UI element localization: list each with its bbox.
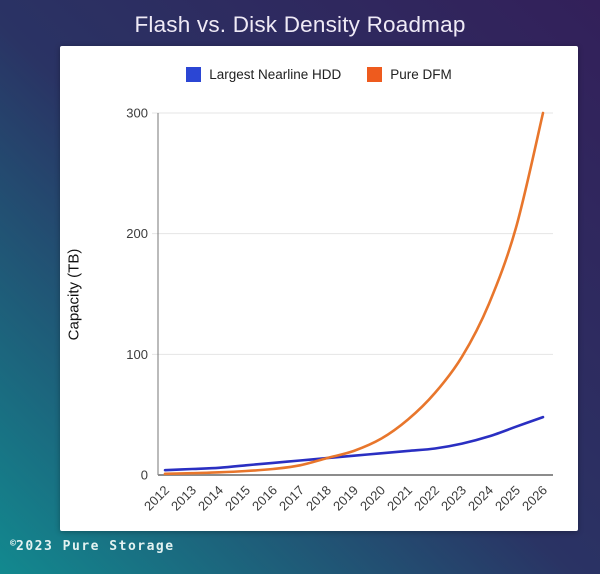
y-tick-label-300: 300 bbox=[126, 106, 148, 121]
x-tick-label-2016: 2016 bbox=[249, 483, 280, 514]
x-tick-label-2022: 2022 bbox=[411, 483, 442, 514]
y-tick-label-200: 200 bbox=[126, 226, 148, 241]
x-tick-label-2012: 2012 bbox=[141, 483, 172, 514]
y-tick-label-0: 0 bbox=[141, 468, 148, 483]
chart-legend: Largest Nearline HDD Pure DFM bbox=[60, 67, 578, 82]
copyright-symbol: © bbox=[10, 538, 17, 549]
legend-item-dfm: Pure DFM bbox=[367, 67, 452, 82]
series-line-hdd bbox=[163, 415, 545, 472]
x-tick-label-2018: 2018 bbox=[303, 483, 334, 514]
x-tick-label-2025: 2025 bbox=[492, 483, 523, 514]
chart-card: Largest Nearline HDD Pure DFM Capacity (… bbox=[60, 46, 578, 531]
x-tick-label-2017: 2017 bbox=[276, 483, 307, 514]
page-title: Flash vs. Disk Density Roadmap bbox=[134, 12, 466, 37]
x-tick-label-2014: 2014 bbox=[195, 483, 226, 514]
copyright-notice: ©2023 Pure Storage bbox=[10, 538, 175, 554]
x-tick-label-2024: 2024 bbox=[465, 483, 496, 514]
dfm-legend-swatch-icon bbox=[367, 67, 383, 82]
x-tick-label-2023: 2023 bbox=[438, 483, 469, 514]
x-tick-label-2015: 2015 bbox=[222, 483, 253, 514]
x-tick-label-2021: 2021 bbox=[384, 483, 415, 514]
hdd-legend-swatch-icon bbox=[186, 67, 202, 82]
series-line-dfm bbox=[163, 111, 545, 476]
chart-plot: 0100200300201220132014201520162017201820… bbox=[126, 106, 553, 514]
dfm-legend-label: Pure DFM bbox=[390, 67, 452, 82]
x-tick-label-2019: 2019 bbox=[330, 483, 361, 514]
x-tick-label-2026: 2026 bbox=[519, 483, 550, 514]
x-tick-label-2020: 2020 bbox=[357, 483, 388, 514]
hdd-legend-label: Largest Nearline HDD bbox=[209, 67, 342, 82]
copyright-text: 2023 Pure Storage bbox=[16, 539, 175, 554]
x-tick-label-2013: 2013 bbox=[168, 483, 199, 514]
y-tick-label-100: 100 bbox=[126, 347, 148, 362]
legend-item-hdd: Largest Nearline HDD bbox=[186, 67, 341, 82]
